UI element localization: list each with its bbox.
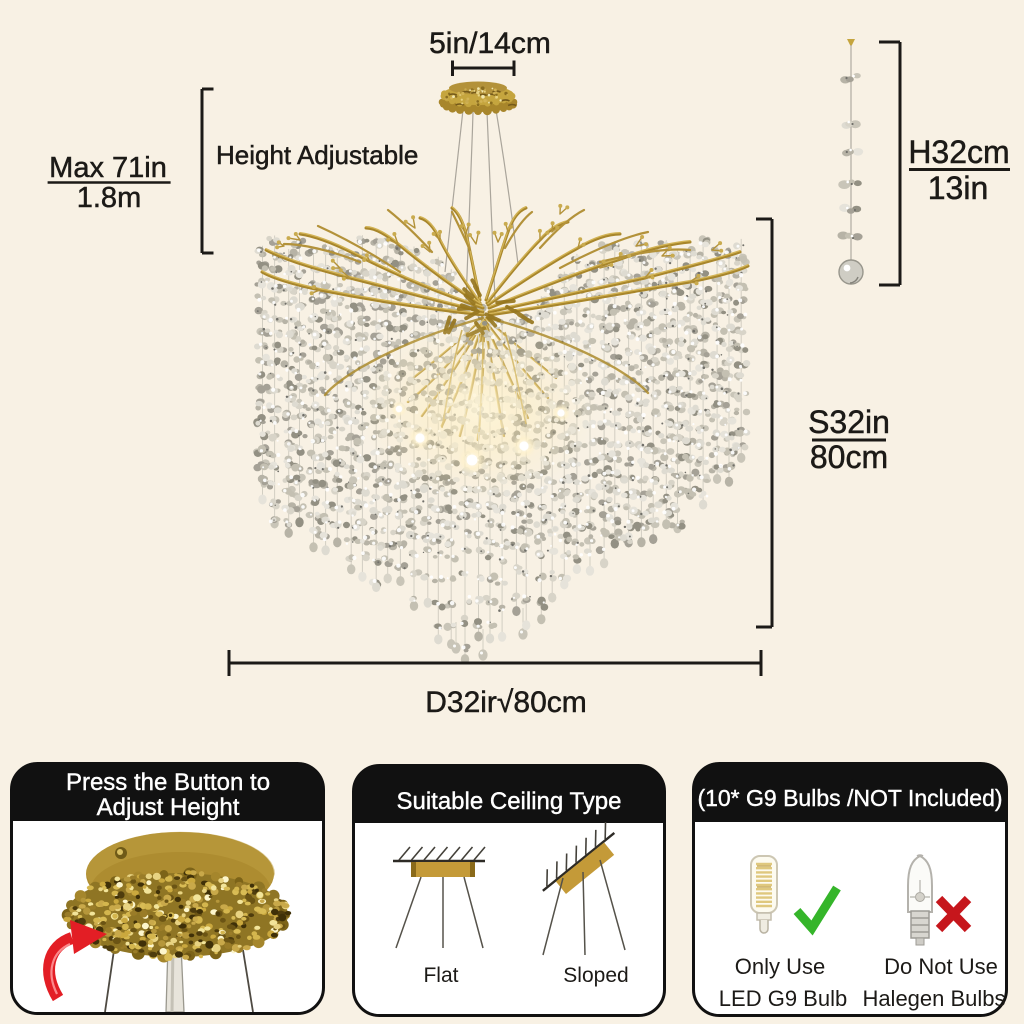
svg-text:S32in: S32in: [808, 404, 890, 440]
svg-text:Max 71in: Max 71in: [49, 152, 167, 184]
svg-text:Height Adjustable: Height Adjustable: [216, 140, 418, 170]
svg-text:5in/14cm: 5in/14cm: [429, 27, 551, 60]
svg-text:Halegen Bulbs: Halegen Bulbs: [862, 986, 1005, 1011]
svg-text:H32cm: H32cm: [908, 134, 1009, 170]
svg-text:80cm: 80cm: [810, 439, 888, 475]
svg-text:13in: 13in: [928, 170, 989, 206]
svg-text:1.8m: 1.8m: [77, 182, 141, 214]
svg-text:Do Not Use: Do Not Use: [884, 954, 998, 979]
svg-text:Flat: Flat: [423, 964, 458, 987]
svg-text:D32ir√80cm: D32ir√80cm: [425, 686, 587, 719]
svg-text:Sloped: Sloped: [563, 964, 628, 987]
svg-text:LED G9 Bulb: LED G9 Bulb: [719, 986, 847, 1011]
svg-text:Press the Button to: Press the Button to: [66, 769, 270, 796]
svg-text:Suitable Ceiling Type: Suitable Ceiling Type: [396, 788, 621, 815]
svg-text:Adjust Height: Adjust Height: [97, 794, 240, 821]
svg-text:(10* G9 Bulbs /NOT Included): (10* G9 Bulbs /NOT Included): [697, 785, 1002, 811]
svg-text:Only Use: Only Use: [735, 954, 825, 979]
